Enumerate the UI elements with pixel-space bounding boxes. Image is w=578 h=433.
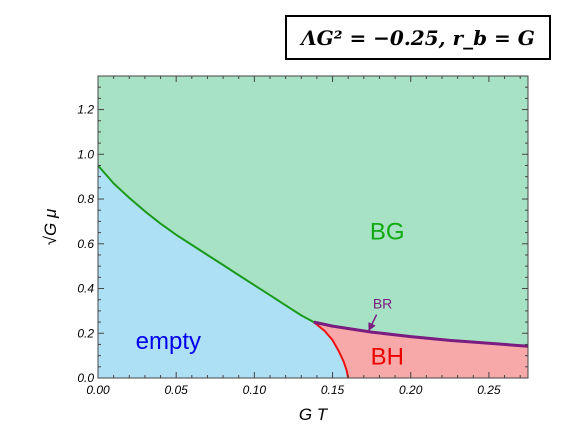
x-tick-label: 0.20 [399, 383, 423, 397]
y-tick-label: 0.6 [77, 237, 94, 251]
br-annotation-label: BR [373, 296, 392, 312]
region-label-bg: BG [370, 218, 405, 245]
x-tick-label: 0.10 [243, 383, 267, 397]
x-axis-title: G T [299, 405, 329, 424]
br-annotation-arrow-head [368, 322, 376, 332]
empty-bg-boundary-line [97, 164, 315, 323]
region-label-empty: empty [136, 328, 201, 355]
region-empty [98, 165, 349, 378]
y-tick-label: 0.4 [77, 282, 94, 296]
y-tick-label: 0.2 [77, 326, 94, 340]
br-boundary-line [313, 320, 529, 348]
y-tick-label: 0.8 [77, 192, 94, 206]
x-tick-label: 0.05 [165, 383, 189, 397]
x-tick-label: 0.15 [321, 383, 345, 397]
y-tick-label: 0.0 [77, 371, 94, 385]
parameter-annotation: ΛG² = −0.25, r_b = G [285, 15, 551, 60]
region-label-bh: BH [371, 344, 404, 371]
region-bh [313, 322, 528, 378]
plot-frame [97, 75, 529, 379]
y-tick-label: 1.0 [77, 147, 94, 161]
empty-bh-boundary-line [313, 321, 350, 379]
y-axis-title: √G μ [41, 208, 60, 245]
x-tick-label: 0.25 [477, 383, 501, 397]
x-tick-label: 0.00 [86, 383, 110, 397]
y-tick-label: 1.2 [77, 103, 94, 117]
parameter-annotation-text: ΛG² = −0.25, r_b = G [301, 25, 535, 50]
